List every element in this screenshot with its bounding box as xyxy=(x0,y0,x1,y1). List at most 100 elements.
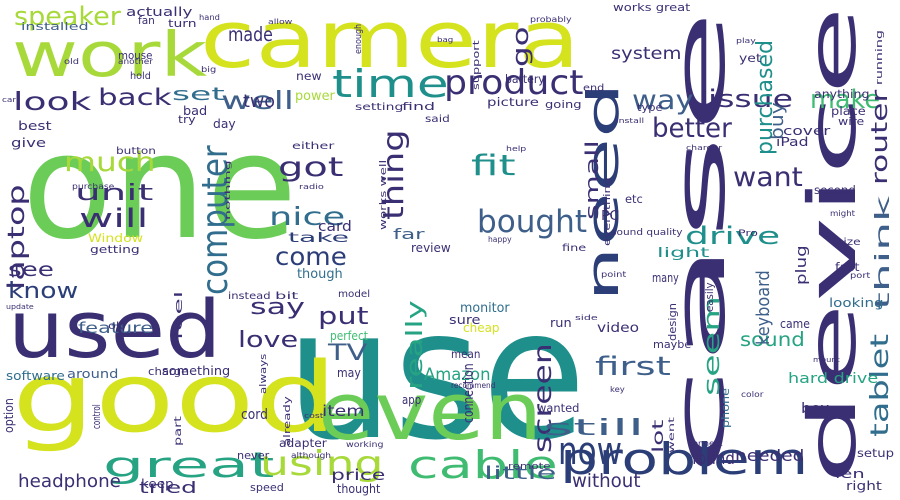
word-actually: actually xyxy=(126,5,193,19)
word-car: car xyxy=(2,95,17,104)
word-yet: yet xyxy=(739,51,762,65)
word-sure: sure xyxy=(449,313,481,327)
word-key: key xyxy=(610,385,625,394)
word-work: work xyxy=(12,19,208,91)
word-place: place xyxy=(831,104,866,118)
word-back: back xyxy=(98,85,172,111)
word-pro: Pro xyxy=(738,229,758,239)
word-len: len xyxy=(835,467,865,481)
word-probably: probably xyxy=(530,15,572,24)
word-always: always xyxy=(259,353,269,394)
word-better: better xyxy=(652,113,732,144)
word-fan: fan xyxy=(138,15,155,27)
word-looking: looking xyxy=(829,296,884,310)
word-came: came xyxy=(780,317,810,331)
word-want: want xyxy=(733,162,803,193)
word-might: might xyxy=(830,209,856,218)
word-setting: setting xyxy=(355,102,404,113)
word-radio: radio xyxy=(299,182,324,191)
word-type: type xyxy=(637,102,663,114)
word-wanted: wanted xyxy=(537,401,580,415)
word-box: box xyxy=(801,401,830,417)
word-etc: etc xyxy=(625,192,643,206)
word-hard-drive: hard drive xyxy=(788,371,879,387)
word-find: find xyxy=(402,101,436,113)
word-try: try xyxy=(178,114,196,126)
word-thought: thought xyxy=(337,482,381,496)
word-feel: feel xyxy=(173,290,185,340)
word-sound: sound xyxy=(740,328,805,351)
word-mount: mount xyxy=(813,355,840,364)
word-item: item xyxy=(322,402,365,420)
word-problem: problem xyxy=(560,434,809,485)
word-day: day xyxy=(213,117,236,131)
word-needed: needed xyxy=(735,446,805,465)
word-maybe: maybe xyxy=(653,339,692,351)
word-connection: connection xyxy=(461,363,477,423)
word-will: will xyxy=(79,204,149,234)
word-much: much xyxy=(64,147,156,178)
word-already: already xyxy=(283,396,293,446)
word-great: great xyxy=(103,446,275,486)
word-many: many xyxy=(652,271,679,285)
word-used: used xyxy=(8,283,222,376)
word-love: love xyxy=(238,328,299,353)
word-app: app xyxy=(402,393,422,407)
word-setup: setup xyxy=(857,446,894,460)
word-hold: hold xyxy=(130,71,151,82)
word-say: say xyxy=(250,295,305,320)
word-first: first xyxy=(595,352,671,382)
word-never: never xyxy=(237,450,270,462)
word-bag: bag xyxy=(437,35,454,44)
word-design: design xyxy=(667,302,679,341)
word-fast: fast xyxy=(835,260,860,274)
word-review: review xyxy=(411,241,451,255)
word-allow: allow xyxy=(268,17,293,26)
word-go: go xyxy=(509,26,534,67)
word-went: went xyxy=(667,417,676,453)
word-router: router xyxy=(868,89,893,185)
word-hand: hand xyxy=(199,13,220,22)
word-play: play xyxy=(736,36,756,45)
word-light: light xyxy=(657,246,710,261)
word-anything: anything xyxy=(814,87,870,101)
word-got: got xyxy=(278,152,344,183)
word-come: come xyxy=(275,242,347,271)
word-drive: drive xyxy=(685,222,781,250)
word-installed: installed xyxy=(21,21,89,33)
word-power: power xyxy=(295,89,335,104)
word-cover: cover xyxy=(783,124,831,138)
word-still: still xyxy=(543,416,645,441)
word-issue: issue xyxy=(708,85,793,113)
word-feature: feature xyxy=(78,319,154,337)
word-ok: ok xyxy=(108,321,124,332)
word-instead: instead xyxy=(228,291,271,302)
word-another: another xyxy=(118,57,153,66)
word-charger: charger xyxy=(686,143,723,152)
word-perfect: perfect xyxy=(330,329,368,343)
word-may: may xyxy=(337,366,361,380)
word-think: think xyxy=(871,195,894,310)
word-battery: battery xyxy=(505,72,545,86)
word-end: end xyxy=(583,83,605,94)
word-now: now xyxy=(558,429,623,473)
word-control: control xyxy=(91,404,103,429)
word-option: option xyxy=(2,398,16,433)
word-model: model xyxy=(338,289,371,300)
word-size: size xyxy=(837,237,861,248)
word-put: put xyxy=(318,302,369,330)
word-works-well: works well xyxy=(379,159,389,230)
word-video: video xyxy=(597,321,640,336)
word-fine: fine xyxy=(562,243,587,254)
word-works-great: works great xyxy=(613,2,691,14)
word-running: running xyxy=(875,30,885,85)
word-without: without xyxy=(572,471,641,492)
word-though: though xyxy=(297,267,343,282)
word-make: make xyxy=(810,85,881,115)
word-product: product xyxy=(444,63,584,102)
word-amazon: Amazon xyxy=(424,364,491,384)
word-keyboard: keyboard xyxy=(754,270,774,345)
word-adapter: adapter xyxy=(279,436,327,450)
word-speed: speed xyxy=(250,482,284,494)
word-happy: happy xyxy=(488,235,512,244)
